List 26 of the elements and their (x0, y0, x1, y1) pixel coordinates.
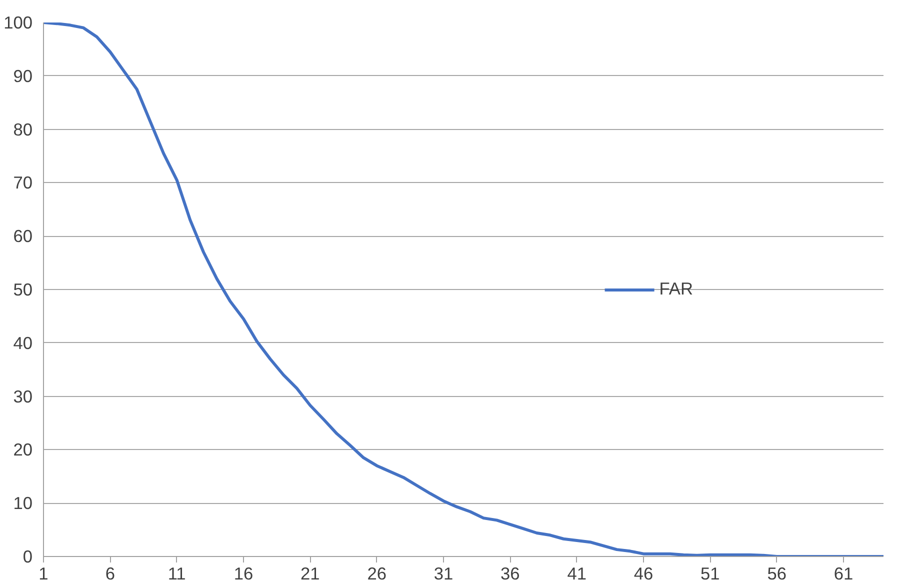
x-tick-label: 31 (434, 564, 454, 582)
y-tick-label: 10 (13, 493, 33, 514)
x-tick-label: 16 (234, 564, 254, 582)
x-tick-label: 26 (367, 564, 386, 582)
y-tick-label: 20 (13, 440, 33, 460)
y-tick-label: 60 (13, 226, 33, 246)
x-tick-label: 46 (634, 564, 654, 582)
y-tick-label: 30 (13, 386, 33, 406)
y-tick-label: 40 (13, 332, 33, 353)
x-tick-label: 51 (700, 564, 720, 582)
legend-label: FAR (659, 278, 693, 300)
y-tick-label: 80 (13, 119, 33, 140)
x-tick-label: 11 (168, 564, 186, 582)
x-tick-label: 36 (500, 564, 520, 582)
x-tick-label: 6 (105, 564, 115, 582)
x-tick-label: 21 (300, 564, 320, 582)
y-tick-label: 0 (22, 546, 33, 566)
y-tick-label: 90 (13, 66, 33, 86)
x-tick-label: 56 (767, 564, 786, 582)
y-tick-label: 70 (13, 172, 33, 193)
x-tick-label: 41 (567, 564, 586, 582)
line-series (44, 22, 884, 556)
y-tick-label: 50 (13, 280, 33, 300)
y-tick-label: 100 (4, 12, 33, 32)
x-tick-label: 1 (38, 564, 48, 582)
x-tick-label: 61 (834, 564, 854, 582)
